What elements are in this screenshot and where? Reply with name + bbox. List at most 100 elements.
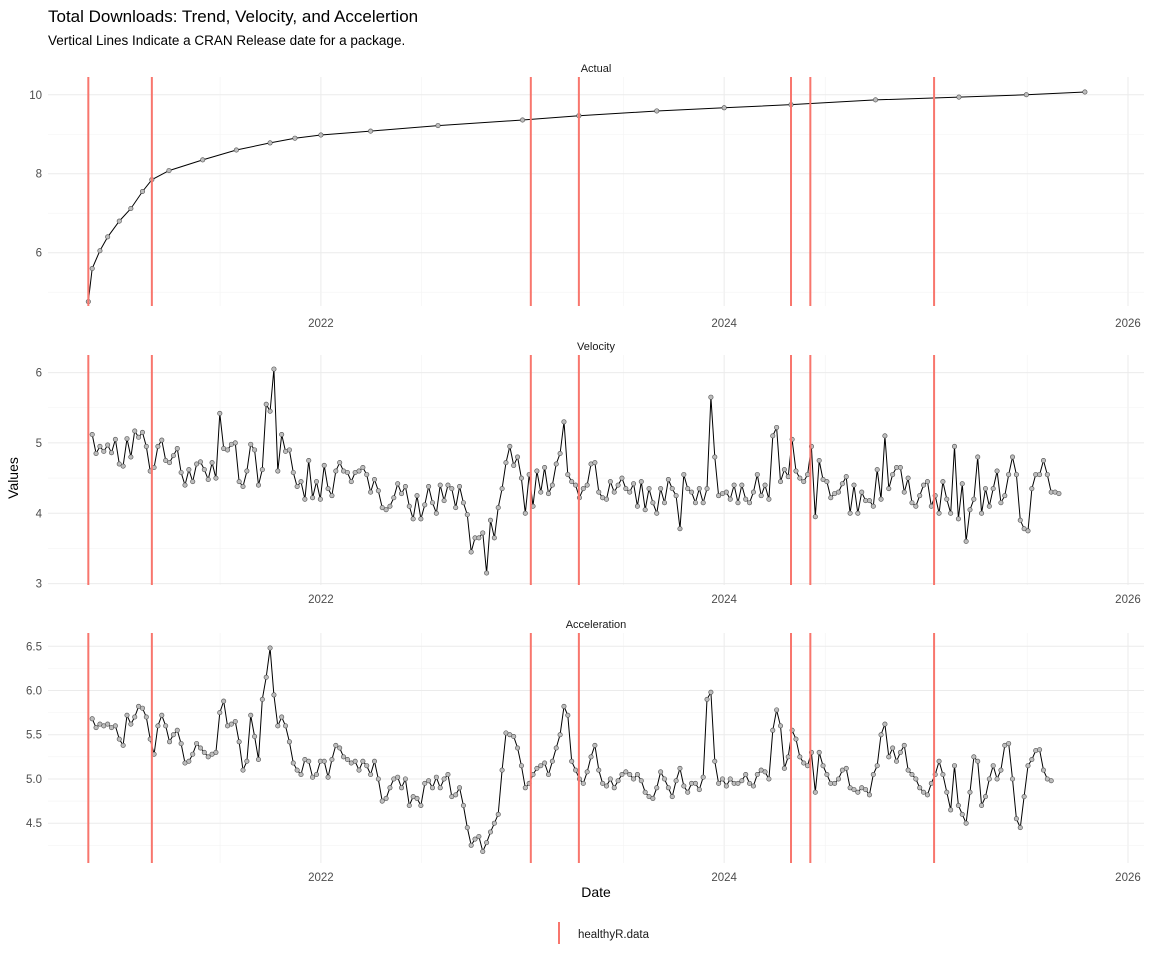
data-point	[232, 440, 238, 446]
data-point	[252, 733, 258, 739]
data-point	[170, 732, 176, 738]
data-point	[924, 792, 930, 798]
data-point	[1017, 825, 1023, 831]
data-point	[313, 479, 319, 485]
data-point	[642, 507, 648, 513]
data-point	[603, 496, 609, 502]
data-point	[360, 758, 366, 764]
data-point	[93, 725, 99, 731]
data-point	[487, 517, 493, 523]
data-point	[549, 482, 555, 488]
data-point	[669, 794, 675, 800]
x-axis-title: Date	[581, 884, 611, 900]
data-point	[433, 510, 439, 516]
data-point	[209, 460, 215, 466]
data-point	[909, 772, 915, 778]
data-point	[839, 481, 845, 487]
data-point	[302, 496, 308, 502]
data-point	[418, 802, 424, 808]
data-point	[721, 105, 727, 111]
x-tick-label: 2024	[711, 872, 737, 884]
data-point	[909, 500, 915, 506]
data-point	[255, 756, 261, 762]
data-point	[200, 157, 206, 163]
data-point	[774, 424, 780, 430]
data-point	[321, 758, 327, 764]
data-point	[692, 780, 698, 786]
data-point	[356, 767, 362, 773]
data-point	[631, 776, 637, 782]
data-point	[708, 394, 714, 400]
data-point	[143, 714, 149, 720]
data-point	[495, 811, 501, 817]
data-point	[654, 108, 660, 114]
data-point	[650, 500, 656, 506]
data-point	[279, 714, 285, 720]
data-point	[681, 472, 687, 478]
data-point	[1048, 778, 1054, 784]
x-tick-label: 2026	[1115, 318, 1141, 330]
data-point	[727, 776, 733, 782]
data-point	[1082, 89, 1088, 95]
data-point	[661, 776, 667, 782]
data-point	[457, 785, 463, 791]
data-point	[754, 472, 760, 478]
data-point	[828, 495, 834, 501]
data-point	[596, 489, 602, 495]
data-point	[275, 723, 281, 729]
data-point	[677, 765, 683, 771]
data-point	[944, 789, 950, 795]
data-point	[538, 489, 544, 495]
data-point	[785, 474, 791, 480]
data-point	[410, 516, 416, 522]
data-point	[913, 503, 919, 509]
data-point	[163, 458, 169, 464]
data-point	[325, 486, 331, 492]
data-point	[894, 758, 900, 764]
data-point	[286, 739, 292, 745]
data-point	[178, 741, 184, 747]
data-point	[650, 795, 656, 801]
data-point	[132, 428, 138, 434]
data-point	[1021, 526, 1027, 532]
data-point	[435, 123, 441, 129]
data-point	[1025, 763, 1031, 769]
data-point	[391, 495, 397, 501]
data-point	[708, 689, 714, 695]
data-point	[545, 772, 551, 778]
y-tick-label: 4.5	[26, 818, 42, 830]
panel-strip-label: Acceleration	[566, 619, 627, 631]
data-point	[294, 767, 300, 773]
x-tick-label: 2024	[711, 318, 737, 330]
data-point	[766, 776, 772, 782]
data-point	[174, 727, 180, 733]
data-point	[190, 751, 196, 757]
data-point	[874, 763, 880, 769]
data-point	[584, 482, 590, 488]
data-point	[797, 475, 803, 481]
data-point	[870, 503, 876, 509]
data-point	[553, 745, 559, 751]
data-point	[762, 769, 768, 775]
data-point	[793, 468, 799, 474]
data-point	[515, 745, 521, 751]
data-point	[468, 549, 474, 555]
data-point	[750, 783, 756, 789]
data-point	[139, 429, 145, 435]
y-tick-label: 6	[36, 248, 42, 260]
data-point	[658, 769, 664, 775]
data-point	[399, 491, 405, 497]
data-point	[851, 787, 857, 793]
data-point	[1021, 794, 1027, 800]
data-point	[194, 741, 200, 747]
data-point	[886, 754, 892, 760]
data-point	[163, 723, 169, 729]
data-point	[696, 787, 702, 793]
data-point	[379, 505, 385, 511]
data-point	[1056, 491, 1062, 497]
data-point	[197, 459, 203, 465]
data-point	[522, 510, 528, 516]
data-point	[592, 460, 598, 466]
x-tick-label: 2022	[308, 318, 334, 330]
data-point	[863, 787, 869, 793]
